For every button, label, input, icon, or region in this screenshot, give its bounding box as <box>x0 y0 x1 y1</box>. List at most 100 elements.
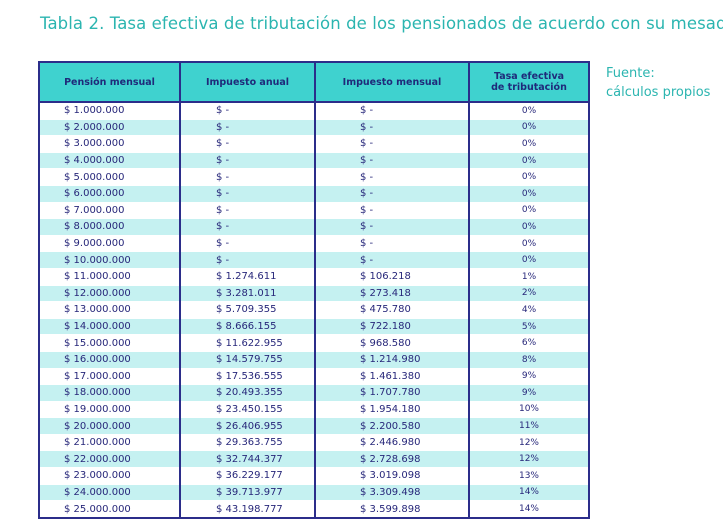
cell-impuesto-mensual: $ - <box>314 201 469 219</box>
cell-impuesto-anual: $ - <box>179 118 315 136</box>
table-row: $ 3.000.000 $ - $ -0% <box>39 135 589 153</box>
cell-impuesto-anual: $ 11.622.955 <box>179 334 315 352</box>
table-body: $ 1.000.000 $ - $ -0% $ 2.000.000 $ - $ -0% $ … <box>39 101 589 518</box>
cell-impuesto-mensual: $ 2.200.580 <box>314 417 469 435</box>
cell-impuesto-mensual: $ 1.461.380 <box>314 367 469 385</box>
cell-tasa-efectiva: 4% <box>468 301 589 319</box>
cell-impuesto-mensual: $ 1.707.780 <box>314 384 469 402</box>
cell-tasa-efectiva: 5% <box>468 317 589 335</box>
cell-pension: $ 5.000.000 <box>39 168 180 186</box>
cell-impuesto-anual: $ - <box>179 218 315 236</box>
table-row: $ 2.000.000 $ - $ -0% <box>39 118 589 136</box>
cell-tasa-efectiva: 11% <box>468 417 589 435</box>
cell-pension: $ 2.000.000 <box>39 118 180 136</box>
table-row: $ 22.000.000 $ 32.744.377 $ 2.728.698 12% <box>39 450 589 468</box>
table-row: $ 16.000.000 $ 14.579.755 $ 1.214.980 8% <box>39 350 589 368</box>
table-row: $ 17.000.000 $ 17.536.555 $ 1.461.380 9% <box>39 367 589 385</box>
cell-pension: $ 4.000.000 <box>39 151 180 169</box>
cell-impuesto-mensual: $ - <box>314 118 469 136</box>
header-tasa-efectiva: Tasa efectiva de tributación <box>468 62 589 103</box>
header-row: Pensión mensual Impuesto anual Impuesto … <box>39 62 589 103</box>
source-note: Fuente: cálculos propios <box>606 64 710 102</box>
cell-impuesto-anual: $ - <box>179 184 315 203</box>
table-row: $ 14.000.000 $ 8.666.155 $ 722.180 5% <box>39 317 589 335</box>
cell-pension: $ 21.000.000 <box>39 433 180 451</box>
cell-pension: $ 25.000.000 <box>39 500 180 518</box>
cell-pension: $ 6.000.000 <box>39 184 180 203</box>
table-header: Pensión mensual Impuesto anual Impuesto … <box>39 62 589 103</box>
table-row: $ 19.000.000 $ 23.450.155 $ 1.954.180 10% <box>39 400 589 418</box>
cell-pension: $ 18.000.000 <box>39 384 180 402</box>
cell-impuesto-anual: $ 32.744.377 <box>179 450 315 468</box>
cell-pension: $ 14.000.000 <box>39 317 180 335</box>
cell-pension: $ 7.000.000 <box>39 201 180 219</box>
cell-impuesto-anual: $ 1.274.611 <box>179 267 315 286</box>
table-row: $ 20.000.000 $ 26.406.955 $ 2.200.580 11% <box>39 417 589 435</box>
cell-impuesto-anual: $ - <box>179 151 315 169</box>
table-row: $ 12.000.000 $ 3.281.011 $ 273.418 2% <box>39 284 589 302</box>
source-text: cálculos propios <box>606 85 711 100</box>
cell-tasa-efectiva: 12% <box>468 450 589 468</box>
header-impuesto-mensual: Impuesto mensual <box>314 62 469 103</box>
table-row: $ 23.000.000 $ 36.229.177 $ 3.019.098 13% <box>39 467 589 485</box>
cell-tasa-efectiva: 0% <box>468 251 589 269</box>
cell-impuesto-mensual: $ - <box>314 218 469 236</box>
cell-pension: $ 1.000.000 <box>39 101 180 120</box>
cell-pension: $ 16.000.000 <box>39 350 180 368</box>
cell-pension: $ 22.000.000 <box>39 450 180 468</box>
header-impuesto-anual: Impuesto anual <box>179 62 315 103</box>
cell-tasa-efectiva: 9% <box>468 367 589 385</box>
table-title: Tabla 2. Tasa efectiva de tributación de… <box>40 14 723 33</box>
table-row: $ 21.000.000 $ 29.363.755 $ 2.446.980 12% <box>39 433 589 451</box>
cell-pension: $ 8.000.000 <box>39 218 180 236</box>
cell-impuesto-anual: $ - <box>179 201 315 219</box>
cell-impuesto-mensual: $ 106.218 <box>314 267 469 286</box>
table-row: $ 1.000.000 $ - $ -0% <box>39 101 589 120</box>
cell-impuesto-anual: $ 26.406.955 <box>179 417 315 435</box>
cell-impuesto-mensual: $ 2.728.698 <box>314 450 469 468</box>
table-row: $ 5.000.000 $ - $ -0% <box>39 168 589 186</box>
cell-impuesto-mensual: $ - <box>314 135 469 153</box>
cell-tasa-efectiva: 14% <box>468 500 589 518</box>
cell-impuesto-anual: $ - <box>179 251 315 269</box>
cell-pension: $ 12.000.000 <box>39 284 180 302</box>
table-row: $ 7.000.000 $ - $ -0% <box>39 201 589 219</box>
cell-impuesto-mensual: $ - <box>314 168 469 186</box>
cell-tasa-efectiva: 0% <box>468 168 589 186</box>
cell-tasa-efectiva: 0% <box>468 184 589 203</box>
tax-rate-table: Pensión mensual Impuesto anual Impuesto … <box>38 61 590 519</box>
cell-impuesto-anual: $ 43.198.777 <box>179 500 315 518</box>
table-row: $ 25.000.000 $ 43.198.777 $ 3.599.898 14% <box>39 500 589 518</box>
cell-tasa-efectiva: 9% <box>468 384 589 402</box>
cell-pension: $ 20.000.000 <box>39 417 180 435</box>
cell-impuesto-mensual: $ - <box>314 234 469 252</box>
cell-pension: $ 24.000.000 <box>39 483 180 501</box>
table-row: $ 4.000.000 $ - $ -0% <box>39 151 589 169</box>
cell-impuesto-anual: $ 14.579.755 <box>179 350 315 368</box>
cell-tasa-efectiva: 13% <box>468 467 589 485</box>
cell-impuesto-anual: $ - <box>179 168 315 186</box>
cell-impuesto-anual: $ 20.493.355 <box>179 384 315 402</box>
cell-impuesto-anual: $ 39.713.977 <box>179 483 315 501</box>
cell-tasa-efectiva: 0% <box>468 201 589 219</box>
cell-pension: $ 11.000.000 <box>39 267 180 286</box>
cell-impuesto-anual: $ - <box>179 234 315 252</box>
cell-tasa-efectiva: 0% <box>468 118 589 136</box>
cell-impuesto-anual: $ 17.536.555 <box>179 367 315 385</box>
cell-pension: $ 19.000.000 <box>39 400 180 418</box>
table-row: $ 6.000.000 $ - $ -0% <box>39 184 589 203</box>
cell-pension: $ 17.000.000 <box>39 367 180 385</box>
cell-impuesto-mensual: $ 475.780 <box>314 301 469 319</box>
cell-impuesto-anual: $ 8.666.155 <box>179 317 315 335</box>
cell-impuesto-mensual: $ 1.954.180 <box>314 400 469 418</box>
cell-pension: $ 9.000.000 <box>39 234 180 252</box>
cell-impuesto-mensual: $ 273.418 <box>314 284 469 302</box>
table-row: $ 11.000.000 $ 1.274.611 $ 106.218 1% <box>39 267 589 286</box>
cell-pension: $ 3.000.000 <box>39 135 180 153</box>
cell-tasa-efectiva: 0% <box>468 135 589 153</box>
cell-impuesto-mensual: $ - <box>314 151 469 169</box>
cell-impuesto-mensual: $ 3.599.898 <box>314 500 469 518</box>
cell-impuesto-mensual: $ 968.580 <box>314 334 469 352</box>
cell-tasa-efectiva: 14% <box>468 483 589 501</box>
cell-pension: $ 15.000.000 <box>39 334 180 352</box>
